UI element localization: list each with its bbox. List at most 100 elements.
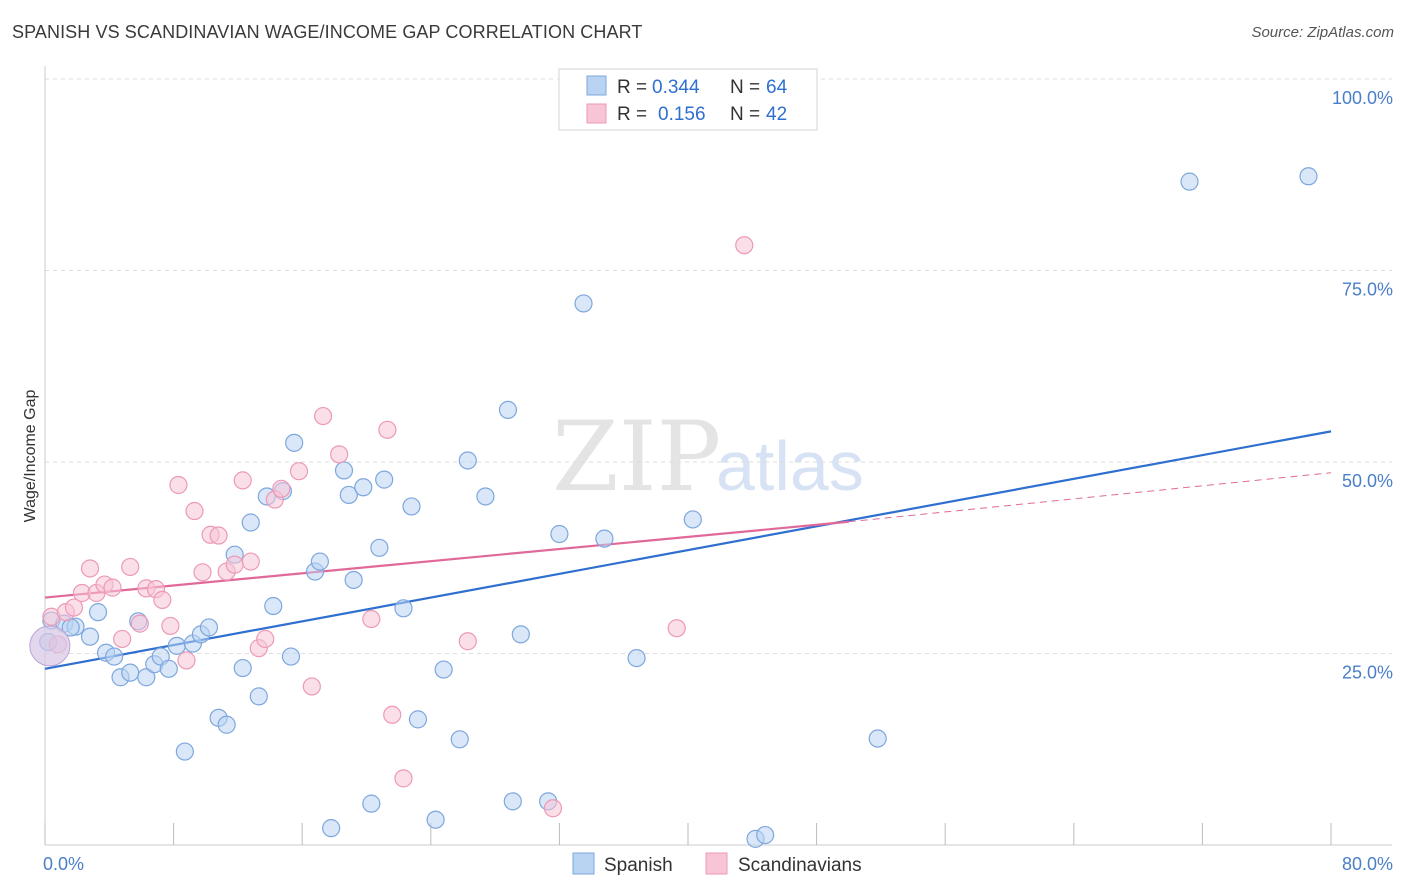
spanish-point (362, 794, 381, 813)
scandinavian-point (302, 677, 321, 696)
legend-n-value: 64 (766, 77, 788, 98)
spanish-point (756, 825, 775, 845)
source-label: Source: ZipAtlas.com (1251, 24, 1394, 41)
scandinavian-trend-extension (848, 472, 1332, 523)
spanish-point (683, 510, 702, 529)
spanish-point (264, 596, 283, 616)
spanish-point (159, 659, 178, 678)
scandinavian-point (241, 552, 260, 571)
spanish-point (574, 294, 593, 313)
spanish-point (249, 687, 268, 706)
scandinavian-point (272, 479, 291, 498)
scandinavian-point (289, 462, 309, 481)
legend-top: R = 0.344 N = 64 R = 0.156 N = 42 (558, 68, 818, 131)
spanish-trend-line (44, 430, 1332, 670)
watermark-zip: ZIP (552, 401, 721, 513)
scandinavian-point (458, 632, 477, 651)
spanish-point (334, 461, 354, 480)
spanish-point (458, 451, 477, 470)
scandinavian-point (225, 555, 244, 574)
spanish-point (1180, 172, 1199, 191)
scandinavian-point (64, 598, 84, 617)
legend-r-label: R = (617, 104, 647, 125)
legend-n-label: N = (730, 104, 760, 125)
legend-n-label: N = (730, 77, 760, 98)
spanish-point (550, 524, 569, 544)
spanish-point (498, 400, 518, 420)
spanish-point (426, 810, 445, 829)
spanish-point (310, 552, 329, 571)
scandinavian-point (130, 614, 149, 633)
spanish-point (88, 603, 108, 622)
spanish-point (80, 627, 100, 646)
legend-r-label: R = (617, 77, 647, 98)
spanish-point (339, 485, 358, 505)
watermark-atlas: atlas (716, 427, 864, 505)
legend-swatch-scandinavians (586, 103, 607, 124)
legend-bottom-swatch-scandinavians (705, 852, 728, 875)
spanish-point (241, 513, 260, 532)
spanish-point (175, 742, 194, 761)
spanish-point (167, 636, 186, 655)
spanish-point (217, 715, 236, 734)
spanish-point (121, 663, 140, 682)
spanish-point (285, 433, 304, 452)
spanish-point (511, 625, 530, 644)
spanish-point (1299, 167, 1318, 186)
y-tick-label: 75.0% (1342, 280, 1393, 300)
scandinavian-point (383, 705, 402, 724)
scandinavian-point (233, 471, 252, 490)
legend-bottom: Spanish Scandinavians (572, 852, 862, 876)
spanish-point (199, 618, 219, 637)
legend-n-value: 42 (766, 104, 787, 125)
spanish-point (344, 570, 363, 590)
spanish-point (402, 497, 421, 516)
spanish-point (105, 647, 124, 666)
spanish-point (434, 660, 453, 679)
scandinavian-point (169, 475, 188, 495)
y-axis-title: Wage/Income Gap (22, 390, 39, 523)
spanish-point (137, 668, 156, 687)
spanish-point (354, 478, 373, 497)
spanish-point (450, 730, 469, 749)
scandinavian-point (256, 629, 275, 649)
scandinavian-point (121, 557, 140, 577)
scandinavian-point (667, 619, 686, 638)
scandinavian-point (330, 445, 349, 464)
scandinavian-point (394, 769, 413, 788)
legend-r-value: 0.156 (658, 104, 706, 125)
tick-labels: 25.0% 50.0% 75.0% 100.0% 0.0% 80.0% (43, 88, 1393, 874)
scandinavian-point (185, 501, 204, 521)
spanish-point (233, 658, 252, 678)
chart-title: SPANISH VS SCANDINAVIAN WAGE/INCOME GAP … (12, 22, 643, 42)
spanish-point (476, 487, 495, 506)
spanish-point (394, 599, 413, 618)
legend-bottom-label-scandinavians: Scandinavians (738, 855, 862, 876)
scandinavian-point (113, 629, 132, 649)
spanish-point (370, 538, 389, 557)
scandinavian-point (80, 559, 100, 578)
spanish-point (375, 470, 394, 489)
scandinavian-point (313, 406, 333, 426)
scandinavian-point (362, 609, 381, 629)
legend-bottom-swatch-spanish (572, 852, 595, 875)
scandinavian-point (209, 526, 228, 545)
spanish-point (595, 529, 614, 548)
spanish-point (503, 792, 522, 811)
scandinavian-trend-line (44, 520, 849, 599)
legend-bottom-label-spanish: Spanish (604, 855, 673, 876)
data-points (29, 167, 1318, 848)
scandinavian-point (161, 616, 180, 636)
scandinavian-point (193, 563, 212, 582)
x-tick-label: 0.0% (43, 854, 84, 874)
scandinavian-point (543, 799, 563, 818)
scandinavian-point (153, 590, 172, 609)
spanish-point (408, 710, 428, 729)
scandinavian-point (177, 651, 196, 670)
scandinavian-point (103, 578, 122, 597)
scandinavian-point (735, 236, 754, 255)
scandinavian-point (378, 420, 397, 439)
legend-swatch-spanish (586, 75, 607, 96)
spanish-point (627, 648, 646, 668)
